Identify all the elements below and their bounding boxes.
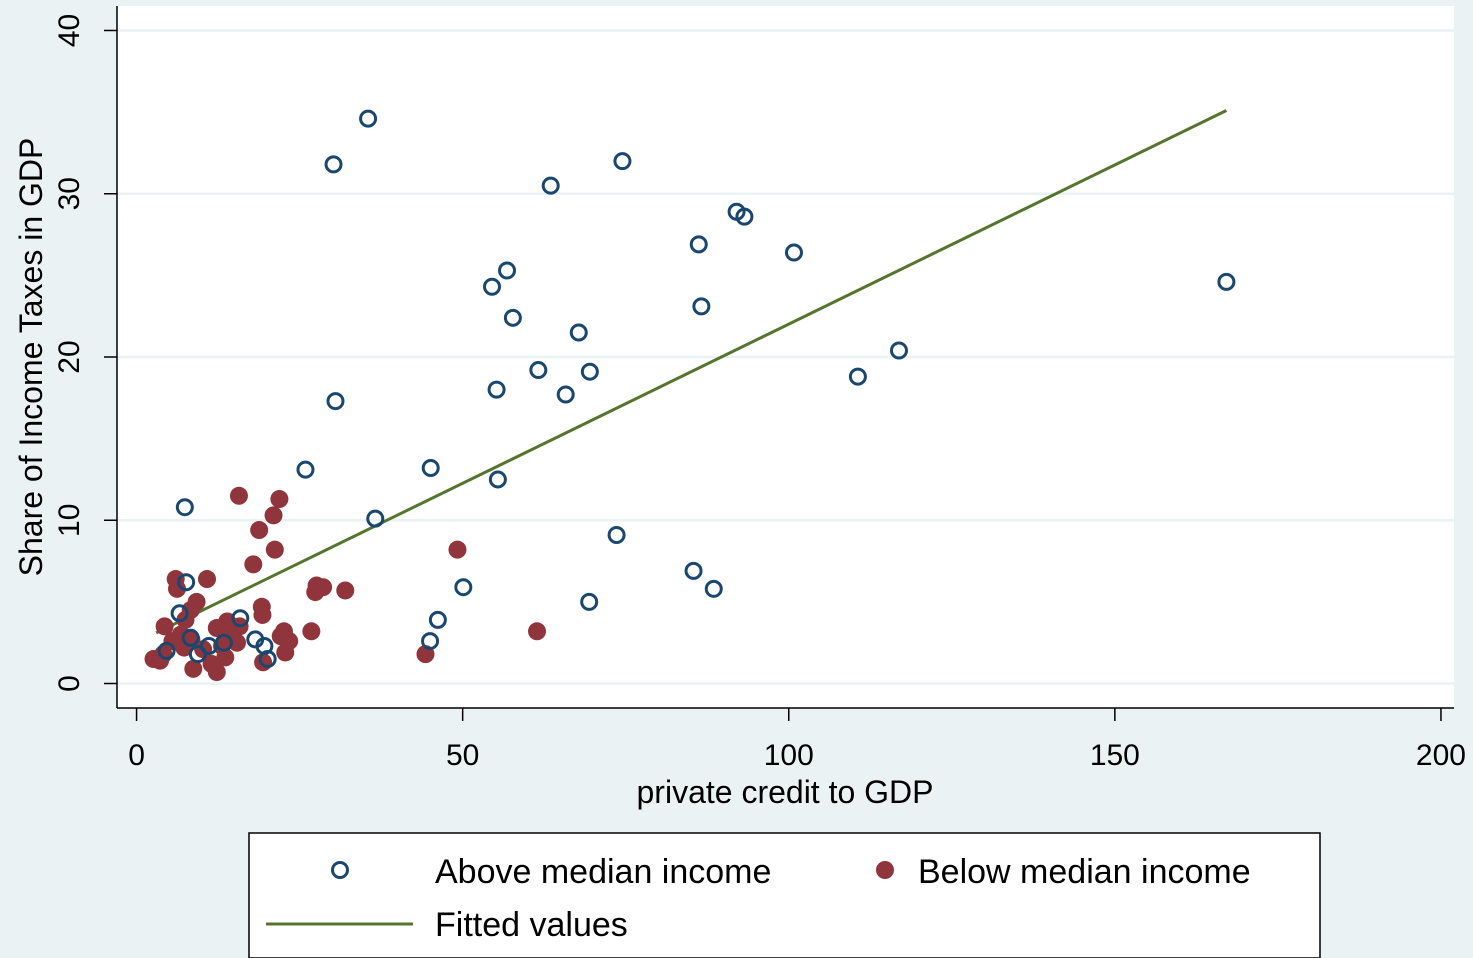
- point-above-median: [181, 628, 200, 647]
- point-below-median: [250, 521, 269, 540]
- point-above-median: [580, 592, 599, 611]
- point-above-median: [569, 323, 588, 342]
- point-above-median: [784, 243, 803, 262]
- point-above-median: [326, 392, 345, 411]
- point-above-median: [704, 579, 723, 598]
- fitted-line-layer: [155, 109, 1228, 635]
- point-above-median: [170, 604, 189, 623]
- point-below-median: [276, 643, 295, 662]
- legend-marker-below: [876, 861, 894, 879]
- point-above-median: [889, 341, 908, 360]
- gridlines: [117, 29, 1454, 685]
- point-below-median: [184, 659, 203, 678]
- point-above-median: [692, 297, 711, 316]
- point-above-median: [231, 609, 250, 628]
- point-above-median: [214, 633, 233, 652]
- x-tick-label: 100: [764, 739, 814, 772]
- legend-marker-above: [331, 861, 349, 879]
- point-above-median: [607, 525, 626, 544]
- point-above-median: [421, 632, 440, 651]
- point-below-median: [216, 648, 235, 667]
- point-below-median: [175, 638, 194, 657]
- y-tick-label: 30: [53, 177, 86, 210]
- points-layer: [144, 109, 1236, 682]
- point-above-median: [580, 362, 599, 381]
- legend-label-below: Below median income: [918, 853, 1251, 891]
- point-above-median: [157, 641, 176, 660]
- point-above-median: [359, 109, 378, 128]
- axes: 0 10 20 30 40 0 50 100 150 200: [53, 6, 1466, 772]
- legend-box: [248, 832, 1321, 958]
- legend-label-fitted: Fitted values: [435, 906, 628, 944]
- point-above-median: [177, 573, 196, 592]
- point-below-median: [151, 651, 170, 670]
- legend: Above median income Below median income …: [248, 832, 1321, 958]
- x-axis-title: private credit to GDP: [637, 774, 934, 810]
- point-below-median: [229, 486, 248, 505]
- point-below-median: [306, 583, 325, 602]
- x-tick-label: 200: [1416, 739, 1466, 772]
- point-below-median: [198, 570, 217, 589]
- point-above-median: [1217, 272, 1236, 291]
- point-above-median: [541, 176, 560, 195]
- point-above-median: [188, 645, 207, 664]
- point-below-median: [448, 540, 467, 559]
- point-above-median: [503, 308, 522, 327]
- point-below-median: [528, 622, 547, 641]
- point-below-median: [302, 622, 321, 641]
- y-tick-label: 20: [53, 340, 86, 373]
- point-above-median: [175, 498, 194, 517]
- point-above-median: [735, 207, 754, 226]
- point-below-median: [207, 663, 226, 682]
- point-above-median: [324, 155, 343, 174]
- point-below-median: [168, 579, 187, 598]
- point-above-median: [366, 509, 385, 528]
- point-below-median: [270, 490, 289, 509]
- y-tick-label: 40: [53, 14, 86, 47]
- point-below-median: [207, 619, 226, 638]
- point-above-median: [428, 610, 447, 629]
- point-above-median: [613, 152, 632, 171]
- point-above-median: [529, 361, 548, 380]
- point-above-median: [487, 380, 506, 399]
- point-above-median: [258, 650, 277, 669]
- point-above-median: [421, 459, 440, 478]
- x-tick-label: 150: [1090, 739, 1140, 772]
- point-above-median: [483, 277, 502, 296]
- point-below-median: [264, 506, 283, 525]
- point-above-median: [498, 261, 517, 280]
- y-tick-label: 10: [53, 504, 86, 537]
- x-tick-label: 50: [446, 739, 479, 772]
- legend-label-above: Above median income: [435, 853, 771, 891]
- point-above-median: [296, 460, 315, 479]
- point-above-median: [689, 235, 708, 254]
- point-below-median: [253, 605, 272, 624]
- point-below-median: [228, 633, 247, 652]
- point-above-median: [488, 470, 507, 489]
- point-above-median: [684, 561, 703, 580]
- point-above-median: [454, 578, 473, 597]
- point-below-median: [244, 555, 263, 574]
- y-tick-label: 0: [53, 675, 86, 692]
- point-below-median: [265, 540, 284, 559]
- fitted-line: [155, 109, 1228, 635]
- point-below-median: [155, 617, 174, 636]
- point-above-median: [848, 367, 867, 386]
- point-below-median: [336, 581, 355, 600]
- point-above-median: [556, 385, 575, 404]
- y-axis-title: Share of Income Taxes in GDP: [13, 138, 49, 577]
- x-tick-label: 0: [128, 739, 145, 772]
